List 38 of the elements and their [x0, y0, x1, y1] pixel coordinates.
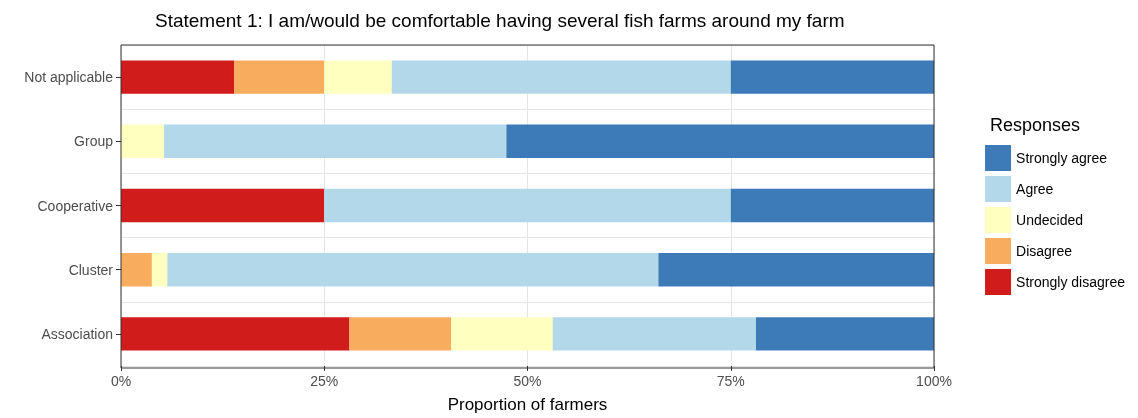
bar [121, 317, 350, 351]
bar [451, 317, 553, 351]
bar [164, 124, 507, 158]
bar [121, 253, 152, 287]
bar [121, 124, 165, 158]
bar [552, 317, 756, 351]
y-tick-label: Not applicable [24, 69, 114, 86]
bar [234, 60, 325, 94]
y-tick-label: Cooperative [37, 197, 114, 214]
bar [755, 317, 934, 351]
legend-title: Responses [989, 115, 1081, 135]
bar [349, 317, 452, 351]
legend-label: Undecided [1016, 212, 1083, 228]
y-tick-label: Cluster [68, 261, 114, 278]
bar [506, 124, 934, 158]
x-tick-label: 75% [716, 373, 745, 389]
bar [658, 253, 934, 287]
bar [121, 60, 235, 94]
bar [730, 60, 934, 94]
x-tick-label: 0% [110, 373, 132, 389]
bar [324, 60, 392, 94]
legend-label: Disagree [1016, 243, 1073, 259]
bar [391, 60, 731, 94]
legend-label: Strongly disagree [1016, 274, 1126, 290]
y-tick-label: Group [74, 133, 114, 150]
legend-label: Strongly agree [1016, 150, 1108, 166]
bar [730, 188, 934, 223]
x-tick-label: 50% [513, 373, 542, 389]
bar [324, 188, 731, 223]
bar [167, 253, 659, 287]
x-tick-label: 25% [310, 373, 339, 389]
legend-label: Agree [1016, 181, 1054, 197]
bar [121, 188, 325, 223]
x-tick-label: 100% [916, 373, 952, 389]
bar [151, 253, 168, 287]
chart-title: Statement 1: I am/would be comfortable having several fish farms around my farm [155, 10, 845, 31]
x-axis-title: Proportion of farmers [447, 395, 608, 414]
y-tick-label: Association [41, 325, 113, 342]
